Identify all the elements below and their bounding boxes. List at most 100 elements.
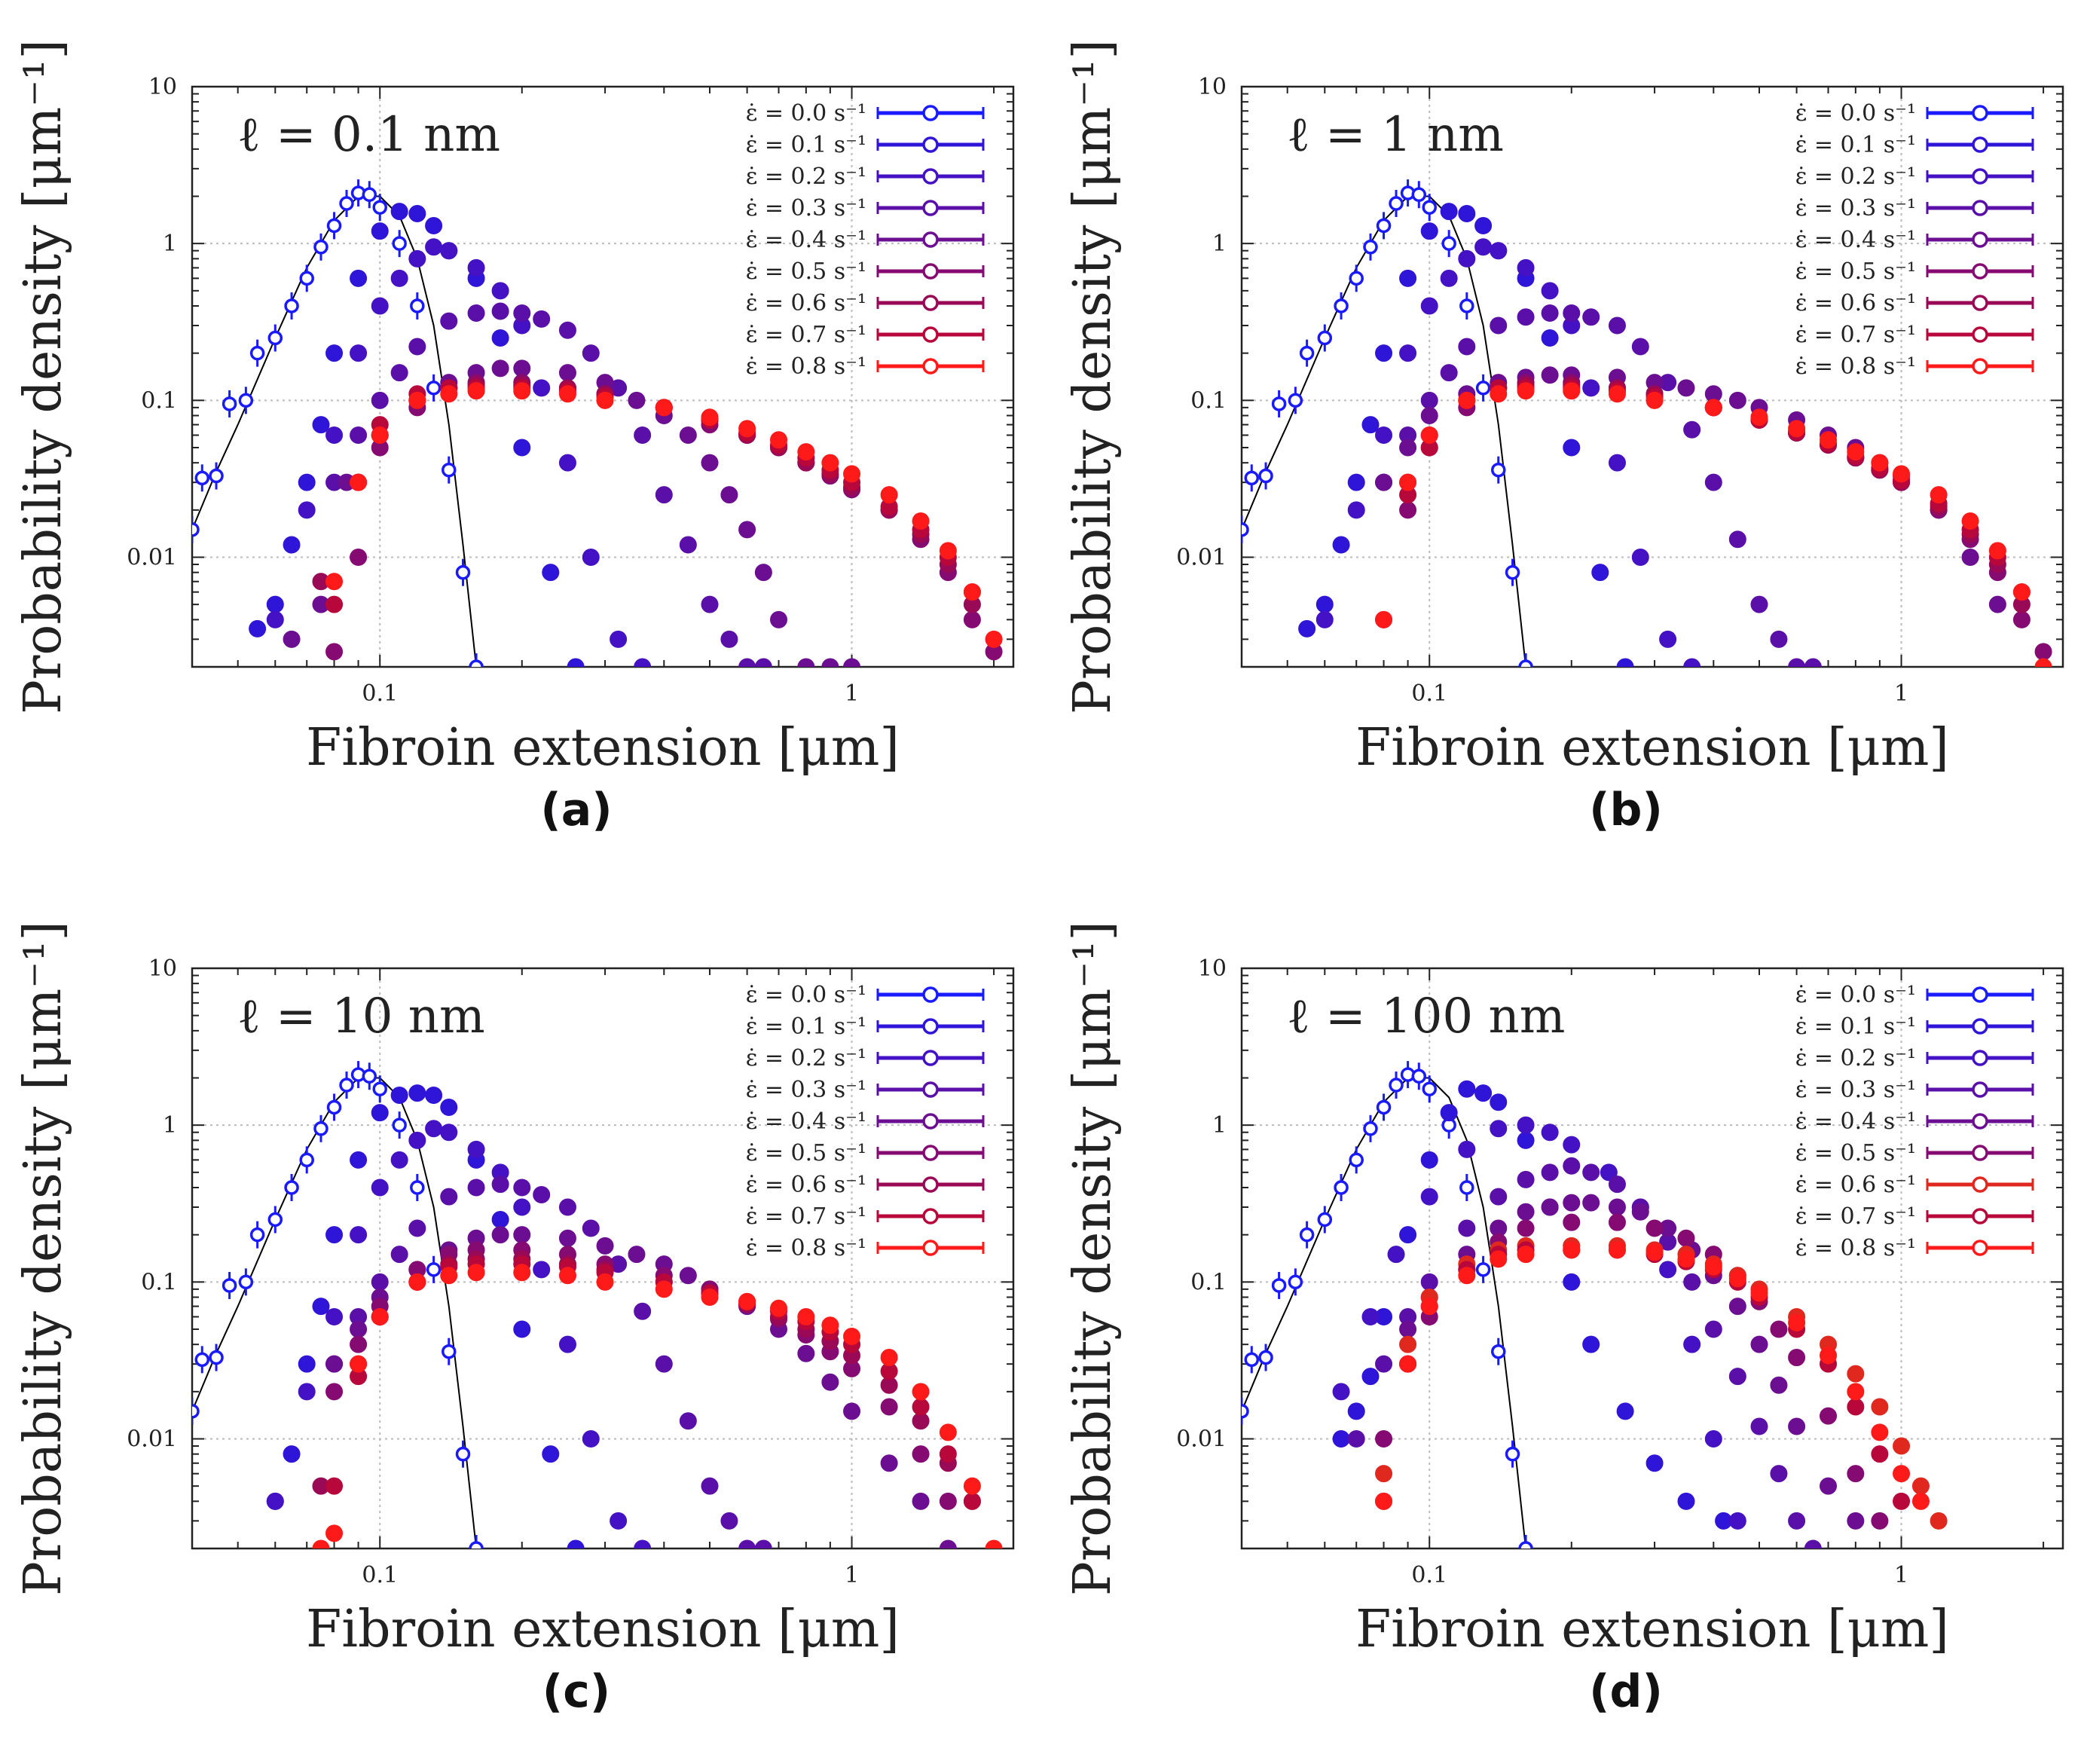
- data-point: [634, 1302, 652, 1320]
- data-point: [1244, 1352, 1260, 1368]
- y-tick-label: 0.1: [141, 1269, 177, 1295]
- data-point: [1399, 1355, 1417, 1373]
- data-point: [194, 470, 210, 486]
- y-tick-label: 10: [1198, 955, 1227, 982]
- data-point: [1608, 385, 1626, 403]
- data-point: [1820, 1407, 1838, 1425]
- data-point: [222, 396, 237, 411]
- data-point: [491, 302, 509, 320]
- data-point: [440, 1124, 458, 1142]
- data-point: [1376, 1099, 1392, 1115]
- plot-area: [192, 1061, 1003, 1548]
- data-point: [1518, 1541, 1533, 1548]
- data-point: [442, 462, 457, 478]
- series-3: [1375, 304, 1822, 667]
- data-point: [1363, 240, 1378, 255]
- data-point: [985, 630, 1003, 648]
- data-point: [467, 258, 485, 277]
- legend-entry: ε̇ = 0.1 s⁻¹: [1795, 1013, 1916, 1040]
- data-point: [880, 1454, 898, 1472]
- data-point: [1298, 619, 1316, 637]
- data-point: [1683, 420, 1701, 439]
- data-point: [312, 416, 330, 434]
- data-point: [912, 1445, 930, 1463]
- data-point: [513, 1179, 531, 1197]
- series-0: [1242, 1061, 1533, 1548]
- data-point: [1317, 330, 1333, 346]
- legend-entry: ε̇ = 0.8 s⁻¹: [746, 1235, 866, 1261]
- series-0: [192, 179, 484, 667]
- legend-entry: ε̇ = 0.1 s⁻¹: [746, 1013, 866, 1040]
- data-point: [440, 1188, 458, 1206]
- data-point: [1728, 530, 1746, 549]
- x-tick-label: 1: [845, 680, 859, 707]
- data-point: [1347, 1402, 1365, 1420]
- legend: ε̇ = 0.0 s⁻¹ ε̇ = 0.1 s⁻¹ ε̇ = 0.2 s⁻¹ ε̇ =…: [1795, 100, 2034, 380]
- legend-marker: [1972, 358, 1988, 375]
- data-point: [350, 1355, 368, 1373]
- data-point: [1517, 1246, 1535, 1264]
- data-point: [325, 1383, 344, 1401]
- data-point: [284, 1180, 299, 1195]
- data-point: [426, 381, 442, 396]
- series-1: [249, 203, 585, 667]
- data-point: [1683, 1335, 1701, 1353]
- data-point: [1361, 1308, 1380, 1326]
- data-point: [491, 359, 509, 378]
- data-point: [1490, 316, 1508, 335]
- legend-entry: ε̇ = 0.5 s⁻¹: [746, 258, 866, 285]
- data-point: [455, 1446, 471, 1462]
- data-point: [1847, 443, 1865, 461]
- data-point: [362, 1068, 377, 1084]
- legend-marker: [1972, 1208, 1988, 1224]
- data-point: [1517, 1219, 1535, 1237]
- data-point: [326, 218, 342, 234]
- data-point: [1788, 1512, 1806, 1530]
- data-point: [1474, 1084, 1493, 1102]
- legend-marker: [922, 168, 939, 185]
- data-point: [1288, 393, 1303, 408]
- legend-entry: ε̇ = 0.4 s⁻¹: [746, 1108, 866, 1135]
- data-point: [1361, 1368, 1380, 1386]
- data-point: [1582, 1163, 1600, 1182]
- legend-marker: [922, 295, 939, 311]
- legend-entry: ε̇ = 0.0 s⁻¹: [1795, 982, 1916, 1008]
- data-point: [1804, 1539, 1822, 1548]
- data-point: [1750, 1284, 1768, 1302]
- data-point: [249, 619, 267, 637]
- data-point: [350, 1226, 368, 1244]
- data-point: [442, 1344, 457, 1359]
- data-point: [350, 344, 368, 362]
- data-point: [912, 1492, 930, 1510]
- data-point: [325, 1226, 344, 1244]
- plot-frame: [1240, 967, 2064, 1550]
- data-point: [1420, 1188, 1438, 1206]
- data-point: [467, 382, 485, 400]
- data-point: [1399, 439, 1417, 457]
- data-point: [1517, 1116, 1535, 1134]
- data-point: [1582, 379, 1600, 397]
- legend-marker: [1972, 1240, 1988, 1256]
- data-point: [1420, 426, 1438, 445]
- data-point: [1541, 329, 1559, 347]
- y-tick-label: 0.1: [1190, 387, 1227, 414]
- data-point: [1750, 1417, 1768, 1435]
- data-point: [1349, 271, 1364, 286]
- legend-entry: ε̇ = 0.7 s⁻¹: [746, 1203, 866, 1230]
- series-2: [1315, 238, 1701, 667]
- data-point: [1683, 658, 1701, 667]
- data-point: [1608, 454, 1626, 472]
- data-point: [1677, 1250, 1695, 1268]
- data-point: [238, 393, 254, 408]
- data-point: [1411, 1068, 1427, 1084]
- data-point: [1440, 269, 1458, 287]
- data-point: [1961, 548, 1979, 566]
- data-point: [939, 1445, 957, 1463]
- data-point: [1491, 462, 1506, 478]
- y-axis-title: Probability density [μm⁻¹]: [14, 39, 73, 714]
- data-point: [1349, 1152, 1364, 1168]
- data-point: [939, 1539, 957, 1548]
- data-point: [238, 1274, 254, 1290]
- data-point: [596, 1273, 614, 1291]
